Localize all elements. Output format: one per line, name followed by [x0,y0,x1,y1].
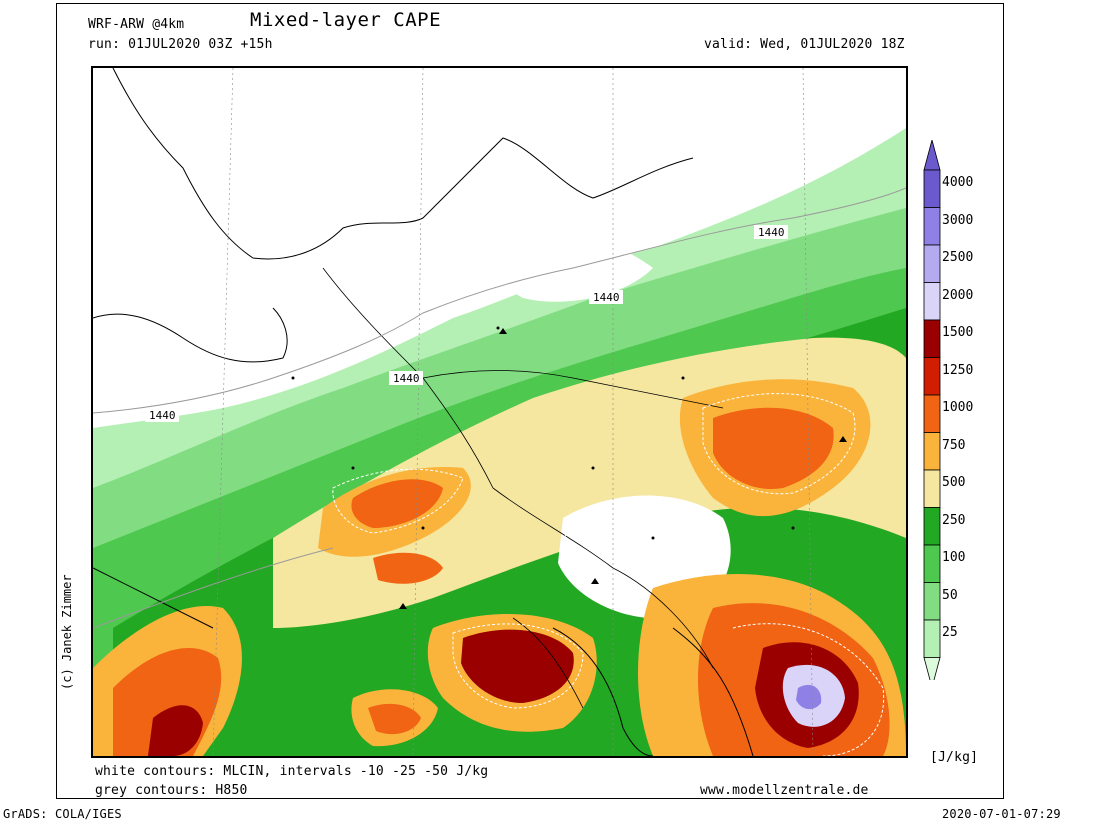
contour-labels: 1440 1440 1440 1440 [145,225,788,422]
contour-label-4: 1440 [758,226,785,239]
colorbar-segment-100 [923,544,941,583]
footer-site: www.modellzentrale.de [700,783,869,798]
cape-area-1000-mid [373,552,443,584]
chart-title: Mixed-layer CAPE [250,9,442,31]
colorbar-segment-250 [923,507,941,546]
colorbar-svg [923,138,941,690]
colorbar-top-arrow [923,138,941,171]
colorbar-segment-1500 [923,319,941,358]
grads-label: GrADS: COLA/IGES [3,807,122,821]
colorbar-label-50: 50 [942,587,958,603]
colorbar-segment-1000 [923,394,941,433]
colorbar-label-500: 500 [942,475,966,490]
colorbar-label-1000: 1000 [942,400,974,415]
no-cape-sea [489,225,653,302]
colorbar-segment-25 [923,619,941,658]
contour-label-1: 1440 [149,409,176,422]
cape-field-svg: 1440 1440 1440 1440 [93,68,906,756]
footer-line-2: grey contours: H850 [95,783,248,798]
cape-area-1000-east [713,407,834,489]
valid-label: valid: Wed, 01JUL2020 18Z [704,37,905,52]
colorbar-label-1250: 1250 [942,362,974,378]
contour-label-box [589,290,623,304]
footer-line-1: white contours: MLCIN, intervals -10 -25… [95,764,489,779]
h850-contour-2 [93,547,334,629]
colorbar-segment-4000 [923,169,941,208]
colorbar-segment-2000 [923,282,941,321]
colorbar-label-750: 750 [942,437,966,453]
credit-label: (c) Janek Zimmer [60,574,74,690]
colorbar-label-4000: 4000 [942,175,974,190]
contour-label-2: 1440 [393,372,420,385]
colorbar-label-3000: 3000 [942,212,974,228]
colorbar-segment-3000 [923,207,941,246]
coastline-north [112,68,694,260]
colorbar-label-25: 25 [942,625,958,640]
colorbar-label-250: 250 [942,512,966,528]
cape-area-1000-west [351,479,443,528]
colorbar-segment-1250 [923,357,941,396]
coastline-uk [93,307,288,363]
city-markers [291,326,847,609]
colorbar-unit: [J/kg] [930,750,979,765]
colorbar [920,138,950,690]
colorbar-label-100: 100 [942,550,966,565]
colorbar-segment-750 [923,432,941,471]
coastline-south [93,567,754,756]
contour-label-box [389,371,423,385]
h850-contour [93,187,906,414]
contour-label-box [145,408,179,422]
cin-contour-5 [122,167,704,539]
cape-area-1000-south [368,703,421,735]
colorbar-segment-2500 [923,244,941,283]
colorbar-segment-500 [923,469,941,508]
contour-label-box [754,225,788,239]
colorbar-label-1500: 1500 [942,325,974,340]
cin-contour-1 [332,468,464,534]
colorbar-label-2500: 2500 [942,250,974,265]
contour-label-3: 1440 [593,291,620,304]
cin-contour-3 [732,623,885,756]
cin-contour-2 [702,393,856,495]
colorbar-segment-50 [923,582,941,621]
timestamp-label: 2020-07-01-07:29 [942,807,1061,821]
colorbar-label-2000: 2000 [942,287,974,303]
cape-map: 1440 1440 1440 1440 [91,66,908,758]
cape-area-1500-southwest [148,705,203,756]
run-label: run: 01JUL2020 03Z +15h [88,37,273,52]
cape-area-3000-southeast [796,684,822,710]
colorbar-bottom-arrow [923,657,941,690]
model-label: WRF-ARW @4km [88,17,185,32]
cin-contour-4 [452,623,584,709]
